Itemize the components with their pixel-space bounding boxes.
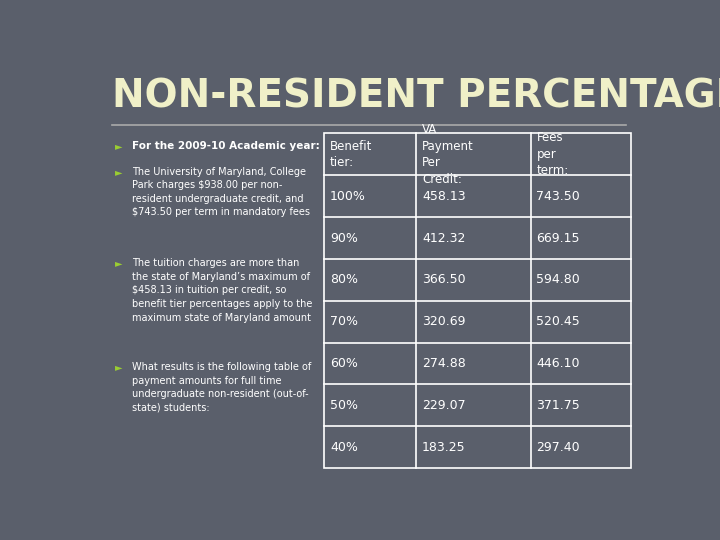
Text: The tuition charges are more than
the state of Maryland’s maximum of
$458.13 in : The tuition charges are more than the st… (132, 258, 312, 322)
Text: The University of Maryland, College
Park charges $938.00 per non-
resident under: The University of Maryland, College Park… (132, 167, 310, 218)
Text: Benefit
tier:: Benefit tier: (330, 139, 372, 169)
Text: NON-RESIDENT PERCENTAGES: NON-RESIDENT PERCENTAGES (112, 77, 720, 115)
Text: 320.69: 320.69 (422, 315, 466, 328)
Text: 446.10: 446.10 (536, 357, 580, 370)
Text: ►: ► (115, 167, 122, 177)
Text: 520.45: 520.45 (536, 315, 580, 328)
Text: Fees
per
term:: Fees per term: (536, 131, 569, 177)
Text: 40%: 40% (330, 441, 358, 454)
Text: 90%: 90% (330, 232, 358, 245)
Text: 743.50: 743.50 (536, 190, 580, 202)
Text: For the 2009-10 Academic year:: For the 2009-10 Academic year: (132, 141, 320, 151)
Text: 297.40: 297.40 (536, 441, 580, 454)
Text: 80%: 80% (330, 273, 358, 286)
Text: 371.75: 371.75 (536, 399, 580, 412)
Text: VA
Payment
Per
Credit:: VA Payment Per Credit: (422, 123, 474, 186)
Text: 412.32: 412.32 (422, 232, 465, 245)
Text: 594.80: 594.80 (536, 273, 580, 286)
Text: 274.88: 274.88 (422, 357, 466, 370)
Text: 669.15: 669.15 (536, 232, 580, 245)
Text: ►: ► (115, 141, 122, 151)
Text: 229.07: 229.07 (422, 399, 466, 412)
Text: 60%: 60% (330, 357, 358, 370)
Text: ►: ► (115, 362, 122, 372)
Text: ►: ► (115, 258, 122, 268)
Text: 100%: 100% (330, 190, 366, 202)
Text: 70%: 70% (330, 315, 358, 328)
Text: 458.13: 458.13 (422, 190, 466, 202)
Text: 50%: 50% (330, 399, 358, 412)
Text: 366.50: 366.50 (422, 273, 466, 286)
Text: 183.25: 183.25 (422, 441, 466, 454)
Text: What results is the following table of
payment amounts for full time
undergradua: What results is the following table of p… (132, 362, 311, 413)
